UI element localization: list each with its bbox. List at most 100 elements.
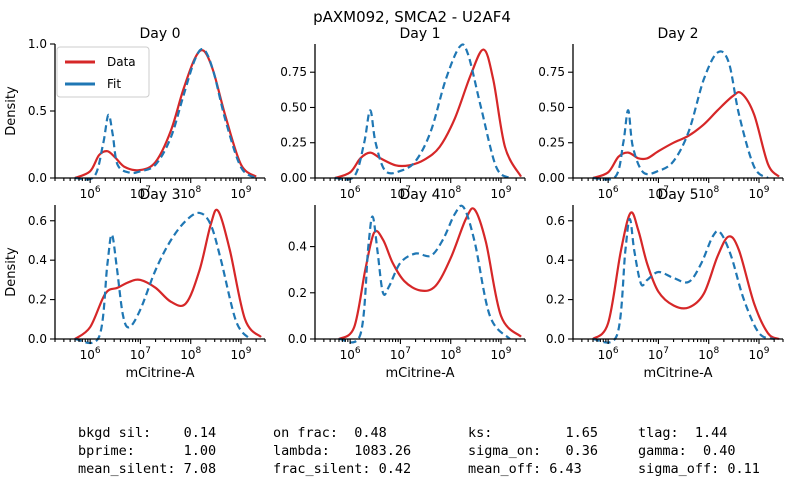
- x-tick-exponent: 8: [455, 185, 461, 195]
- y-tick-label: 0.2: [28, 293, 47, 307]
- x-tick-label: 109: [748, 185, 769, 201]
- stats-row: bkgd sil: 0.14 on frac: 0.48 ks: 1.65 tlag:…: [78, 424, 760, 442]
- x-tick-exponent: 9: [506, 346, 512, 356]
- y-tick-label: 0.4: [546, 253, 565, 267]
- x-tick-label: 106: [80, 346, 101, 362]
- x-axis-label: mCitrine-A: [126, 366, 195, 381]
- fit-line: [74, 47, 257, 181]
- fit-line: [592, 50, 769, 181]
- x-tick-exponent: 7: [405, 185, 411, 195]
- y-tick-label: 0.25: [280, 136, 307, 150]
- x-tick-exponent: 9: [506, 185, 512, 195]
- panel-title: Day 2: [657, 26, 698, 42]
- y-tick-label: 0.4: [28, 253, 47, 267]
- stat-bkgd-sil: bkgd sil: 0.14: [78, 425, 217, 441]
- x-axis-label: mCitrine-A: [386, 366, 455, 381]
- y-tick-label: 0.4: [288, 240, 307, 254]
- panels: Day 0 0.0 0.5 1.0 106 107 108 109 Density Day 1 0.…: [4, 26, 784, 381]
- y-tick-label: 0.0: [546, 332, 565, 346]
- x-tick-exponent: 6: [355, 185, 361, 195]
- y-tick-label: 0.25: [538, 136, 565, 150]
- data-line: [74, 208, 262, 340]
- x-tick-exponent: 9: [246, 185, 252, 195]
- panel-title: Day 5: [657, 187, 698, 203]
- stat-bprime: bprime: 1.00: [78, 443, 217, 459]
- stat-lambda: lambda: 1083.26: [273, 443, 412, 459]
- panel-title: Day 1: [399, 26, 440, 42]
- x-tick-label: 108: [440, 185, 461, 201]
- y-tick-label: 0.0: [28, 171, 47, 185]
- x-tick-label: 106: [598, 185, 619, 201]
- y-tick-label: 0.50: [280, 100, 307, 114]
- stats-row: mean_silent: 7.08 frac_silent: 0.42 mean_o…: [78, 460, 760, 478]
- x-tick-exponent: 7: [145, 346, 151, 356]
- panel-title: Day 4: [399, 187, 440, 203]
- x-tick-exponent: 8: [713, 346, 719, 356]
- x-tick-exponent: 6: [95, 346, 101, 356]
- fit-stats: bkgd sil: 0.14 on frac: 0.48 ks: 1.65 tlag:…: [78, 424, 760, 478]
- y-axis-label: Density: [4, 247, 19, 297]
- panel-title: Day 3: [139, 187, 180, 203]
- y-tick-label: 0.2: [546, 293, 565, 307]
- x-tick-label: 109: [748, 346, 769, 362]
- x-tick-exponent: 6: [355, 346, 361, 356]
- x-tick-exponent: 9: [246, 346, 252, 356]
- x-tick-label: 108: [698, 346, 719, 362]
- fit-line: [338, 204, 511, 344]
- x-tick-label: 109: [490, 185, 511, 201]
- y-tick-label: 0.75: [280, 65, 307, 79]
- y-tick-label: 0.2: [288, 286, 307, 300]
- stat-on-frac: on frac: 0.48: [273, 425, 387, 441]
- data-line: [334, 48, 522, 180]
- x-tick-label: 107: [130, 346, 151, 362]
- legend-data-label: Data: [107, 55, 136, 69]
- y-tick-label: 0.5: [28, 104, 47, 118]
- x-tick-label: 108: [440, 346, 461, 362]
- stat-gamma: gamma: 0.40: [638, 443, 736, 459]
- x-tick-label: 109: [230, 346, 251, 362]
- x-tick-label: 108: [698, 185, 719, 201]
- x-tick-exponent: 9: [764, 346, 770, 356]
- fit-line: [334, 43, 511, 181]
- panel-4: Day 3 0.0 0.2 0.4 0.6 106 107 108 109 Density mCit…: [4, 187, 266, 381]
- x-tick-exponent: 6: [613, 346, 619, 356]
- stat-frac-silent: frac_silent: 0.42: [273, 461, 412, 477]
- stat-mean-silent: mean_silent: 7.08: [78, 461, 217, 477]
- y-tick-label: 0.00: [538, 171, 565, 185]
- x-tick-exponent: 7: [145, 185, 151, 195]
- figure-title: pAXM092, SMCA2 - U2AF4: [313, 8, 511, 26]
- data-line: [592, 91, 780, 180]
- y-axis-label: Density: [4, 86, 19, 136]
- stat-sigma-on: sigma_on: 0.36: [468, 443, 599, 459]
- x-tick-exponent: 8: [195, 185, 201, 195]
- data-line: [592, 211, 780, 341]
- y-tick-label: 0.6: [28, 214, 47, 228]
- data-line: [74, 49, 257, 180]
- x-tick-exponent: 7: [405, 346, 411, 356]
- x-tick-label: 106: [340, 185, 361, 201]
- stat-sigma-off: sigma_off: 0.11: [638, 461, 760, 477]
- y-tick-label: 0.75: [538, 65, 565, 79]
- x-tick-label: 108: [180, 346, 201, 362]
- stats-row: bprime: 1.00 lambda: 1083.26 sigma_on: 0.3…: [78, 442, 760, 460]
- fit-line: [592, 217, 775, 344]
- fit-line: [74, 211, 251, 345]
- x-tick-exponent: 8: [455, 346, 461, 356]
- x-tick-exponent: 7: [663, 346, 669, 356]
- x-tick-label: 107: [648, 346, 669, 362]
- y-tick-label: 0.6: [546, 214, 565, 228]
- x-tick-label: 107: [390, 346, 411, 362]
- x-tick-exponent: 6: [613, 185, 619, 195]
- x-tick-exponent: 6: [95, 185, 101, 195]
- y-tick-label: 1.0: [28, 37, 47, 51]
- stat-tlag: tlag: 1.44: [638, 425, 728, 441]
- y-tick-label: 0.0: [288, 332, 307, 346]
- x-tick-exponent: 9: [764, 185, 770, 195]
- x-tick-label: 109: [230, 185, 251, 201]
- legend: Data Fit: [56, 46, 150, 98]
- y-tick-label: 0.0: [28, 332, 47, 346]
- x-tick-label: 109: [490, 346, 511, 362]
